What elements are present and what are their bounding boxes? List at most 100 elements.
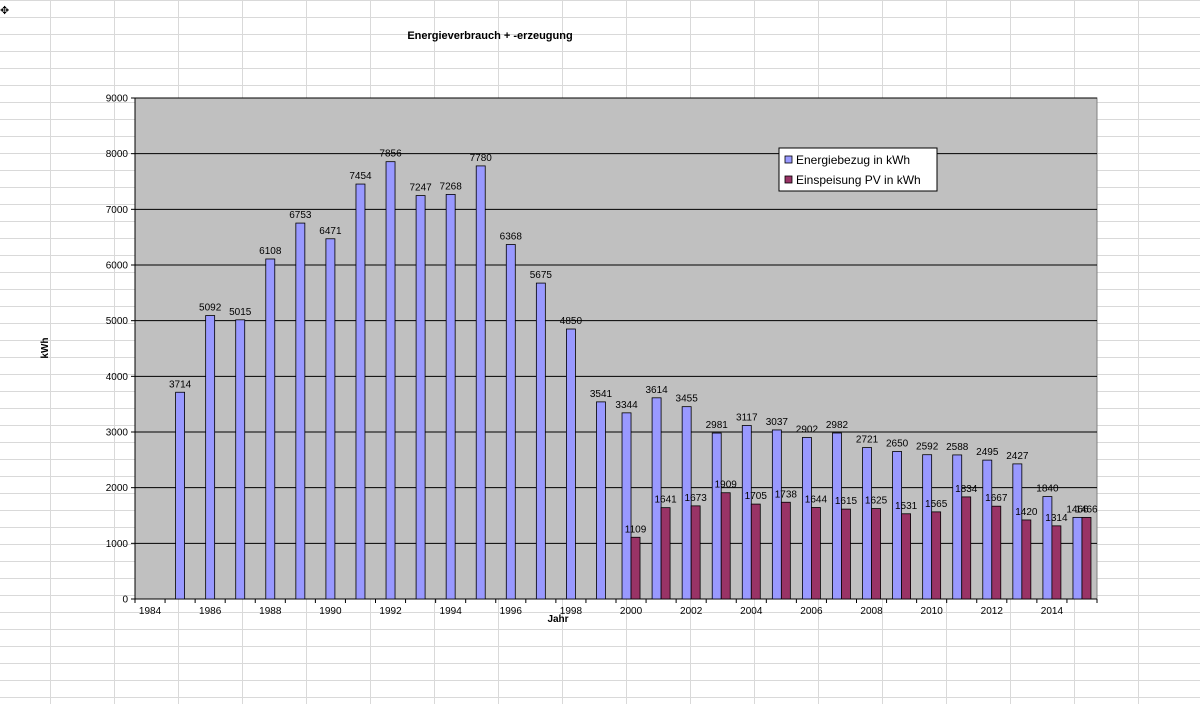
legend (778, 147, 938, 192)
bar-energiebezug (325, 238, 336, 600)
bar-einspeisung-pv (871, 508, 881, 600)
legend-label: Einspeisung PV in kWh (796, 173, 921, 187)
y-tick-label: 7000 (106, 205, 129, 216)
data-label-einspeisung-pv: 1667 (985, 493, 1008, 504)
data-label-energiebezug: 7454 (349, 171, 372, 182)
bar-energiebezug (651, 397, 662, 600)
bar-energiebezug (205, 315, 216, 600)
data-label-energiebezug: 7780 (470, 153, 493, 164)
bar-einspeisung-pv (630, 536, 641, 600)
y-tick-label: 4000 (106, 372, 129, 383)
data-label-energiebezug: 2981 (706, 420, 729, 431)
bar-energiebezug (295, 222, 306, 600)
bar-einspeisung-pv (811, 507, 821, 600)
bar-energiebezug (445, 194, 456, 600)
data-label-energiebezug: 7268 (440, 181, 463, 192)
bar-energiebezug (982, 459, 993, 600)
data-label-einspeisung-pv: 1565 (925, 499, 948, 510)
data-label-energiebezug: 2650 (886, 438, 909, 449)
x-tick-label: 1984 (139, 606, 162, 617)
bar-einspeisung-pv (720, 492, 731, 600)
data-label-energiebezug: 6471 (319, 226, 342, 237)
bar-energiebezug (175, 391, 185, 600)
data-label-energiebezug: 4850 (560, 316, 583, 327)
data-label-einspeisung-pv: 1314 (1045, 513, 1068, 524)
bar-einspeisung-pv (1081, 516, 1092, 600)
bar-energiebezug (741, 425, 752, 600)
data-label-energiebezug: 2592 (916, 442, 939, 453)
bar-energiebezug (681, 406, 692, 600)
x-tick-label: 2002 (680, 606, 703, 617)
data-label-einspeisung-pv: 1615 (835, 496, 858, 507)
bar-energiebezug (505, 244, 516, 600)
data-label-energiebezug: 7247 (409, 183, 432, 194)
legend-label: Energiebezug in kWh (796, 153, 910, 167)
data-label-energiebezug: 3455 (676, 394, 699, 405)
data-label-energiebezug: 3714 (169, 379, 192, 390)
x-tick-label: 2006 (800, 606, 823, 617)
x-tick-label: 2010 (921, 606, 944, 617)
data-label-energiebezug: 5015 (229, 307, 252, 318)
data-label-energiebezug: 6368 (500, 232, 523, 243)
bar-einspeisung-pv (1051, 525, 1062, 600)
data-label-einspeisung-pv: 1834 (955, 484, 978, 495)
y-axis-title: kWh (40, 337, 51, 358)
data-label-einspeisung-pv: 1673 (685, 493, 708, 504)
bar-energiebezug (235, 319, 246, 600)
x-tick-label: 2008 (860, 606, 883, 617)
x-tick-label: 1996 (500, 606, 523, 617)
bar-einspeisung-pv (991, 505, 1002, 600)
data-label-energiebezug: 5092 (199, 303, 222, 314)
x-tick-label: 1998 (560, 606, 583, 617)
bar-energiebezug (385, 161, 396, 600)
data-label-energiebezug: 1466 (1066, 504, 1089, 515)
data-label-einspeisung-pv: 1705 (745, 491, 768, 502)
y-tick-label: 0 (122, 595, 128, 606)
data-label-energiebezug: 5675 (530, 270, 553, 281)
x-tick-label: 2004 (740, 606, 763, 617)
x-tick-label: 2012 (981, 606, 1004, 617)
x-tick-label: 2000 (620, 606, 643, 617)
y-tick-label: 3000 (106, 428, 129, 439)
data-label-einspeisung-pv: 1466 (1075, 504, 1098, 515)
bar-energiebezug (711, 432, 722, 600)
cursor-cross-icon: ✥ (0, 5, 10, 17)
data-label-einspeisung-pv: 1641 (654, 495, 677, 506)
data-label-einspeisung-pv: 1909 (715, 480, 738, 491)
bar-energiebezug (415, 195, 426, 600)
data-label-energiebezug: 3344 (615, 400, 638, 411)
x-tick-label: 1992 (379, 606, 402, 617)
bar-energiebezug (922, 454, 933, 600)
x-tick-label: 2014 (1041, 606, 1064, 617)
bar-energiebezug (621, 412, 632, 600)
bar-einspeisung-pv (780, 501, 791, 600)
y-tick-label: 6000 (106, 261, 129, 272)
legend-swatch (784, 175, 793, 184)
y-tick-label: 5000 (106, 316, 129, 327)
data-label-energiebezug: 2495 (976, 447, 999, 458)
bar-energiebezug (802, 437, 812, 600)
chart-title: Energieverbrauch + -erzeugung (407, 30, 572, 42)
bar-energiebezug (535, 282, 546, 600)
data-label-energiebezug: 2427 (1006, 451, 1029, 462)
bar-energiebezug (892, 451, 902, 600)
x-axis-title: Jahr (547, 614, 568, 625)
bar-einspeisung-pv (660, 507, 671, 600)
bar-einspeisung-pv (931, 511, 942, 600)
x-tick-label: 1990 (319, 606, 342, 617)
data-label-einspeisung-pv: 1644 (805, 494, 828, 505)
bar-einspeisung-pv (1021, 519, 1032, 600)
bar-einspeisung-pv (690, 505, 701, 600)
bar-einspeisung-pv (901, 513, 911, 600)
y-tick-label: 8000 (106, 149, 129, 160)
bar-energiebezug (1012, 463, 1023, 600)
data-label-energiebezug: 7856 (379, 149, 402, 160)
bar-energiebezug (596, 401, 606, 600)
bar-energiebezug (952, 454, 963, 600)
data-label-einspeisung-pv: 1109 (625, 524, 647, 535)
data-label-energiebezug: 2902 (796, 424, 819, 435)
x-tick-label: 1986 (199, 606, 222, 617)
data-label-einspeisung-pv: 1531 (895, 501, 918, 512)
data-label-einspeisung-pv: 1420 (1015, 507, 1038, 518)
